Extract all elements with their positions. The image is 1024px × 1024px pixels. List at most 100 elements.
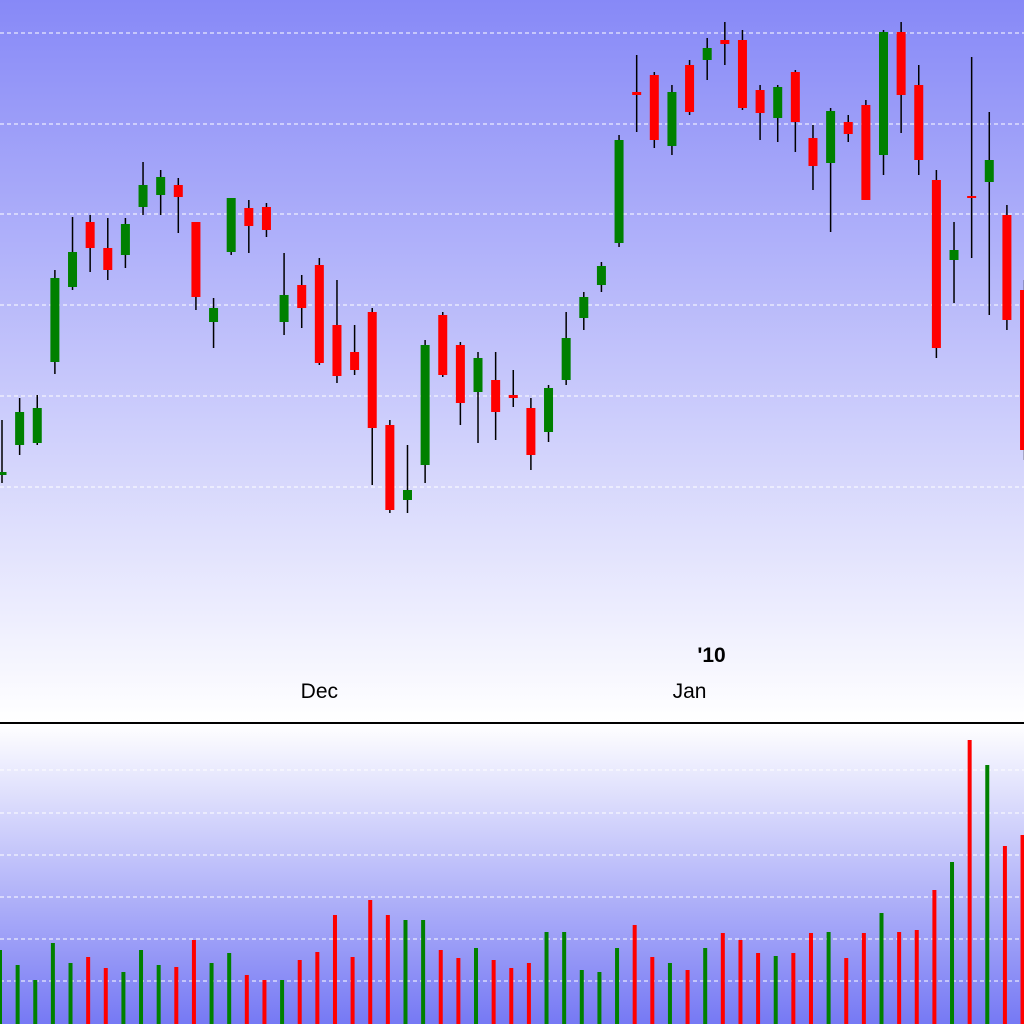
candle-body (85, 222, 95, 248)
candle-body (261, 207, 271, 230)
candle-body (984, 160, 994, 182)
candle-body (579, 297, 589, 318)
candle-body (632, 92, 642, 95)
volume-bar (791, 953, 796, 1024)
volume-bar (967, 740, 972, 1024)
volume-bar (421, 920, 426, 1024)
volume-bar (526, 963, 531, 1024)
candle-body (826, 111, 836, 163)
volume-bar (368, 900, 373, 1024)
volume-bar (139, 950, 144, 1024)
candle-body (949, 250, 959, 260)
candle-body (138, 185, 148, 207)
candle-body (702, 48, 712, 60)
candle-body (667, 92, 677, 146)
candle-body (367, 312, 377, 428)
volume-bar (156, 965, 161, 1024)
candle-body (526, 408, 536, 455)
x-tick-label: Dec (301, 680, 338, 703)
candle-body (614, 140, 624, 243)
volume-bar (121, 972, 126, 1024)
volume-bar (932, 890, 937, 1024)
volume-bar (280, 980, 285, 1024)
volume-bar (773, 956, 778, 1024)
volume-bar (332, 915, 337, 1024)
candle-body (385, 425, 395, 510)
volume-bar (297, 960, 302, 1024)
candle-body (420, 345, 430, 465)
volume-bar (879, 913, 884, 1024)
volume-bar (491, 960, 496, 1024)
candle-body (455, 345, 465, 403)
volume-bar (350, 957, 355, 1024)
candle-body (15, 412, 25, 445)
volume-bar (227, 953, 232, 1024)
volume-bar (0, 950, 2, 1024)
volume-bar (615, 948, 620, 1024)
candle-body (0, 472, 7, 475)
candle-body (68, 252, 78, 287)
candle-body (914, 85, 924, 160)
candle-body (332, 325, 342, 376)
volume-bar (738, 940, 743, 1024)
volume-bar (68, 963, 73, 1024)
candle-body (808, 138, 818, 166)
year-label: '10 (697, 644, 725, 667)
volume-bar (632, 925, 637, 1024)
volume-bar (720, 933, 725, 1024)
volume-bar (509, 968, 514, 1024)
volume-bar (950, 862, 955, 1024)
volume-bar (562, 932, 567, 1024)
candle-body (297, 285, 307, 308)
volume-bar (1020, 835, 1024, 1024)
candle-body (879, 32, 888, 155)
candle-body (350, 352, 360, 370)
volume-bar (826, 932, 831, 1024)
volume-bar (544, 932, 549, 1024)
candle-body (596, 266, 606, 285)
volume-bar (1002, 846, 1007, 1024)
candle-body (226, 198, 236, 252)
candle-body (314, 265, 324, 363)
volume-bar (438, 950, 443, 1024)
volume-bar (808, 933, 813, 1024)
candle-body (103, 248, 113, 270)
volume-bar (244, 975, 249, 1024)
x-tick-label: Jan (673, 680, 707, 703)
candle-body (931, 180, 941, 348)
volume-bar (703, 948, 708, 1024)
candle-body (544, 388, 554, 432)
volume-bar (103, 968, 108, 1024)
volume-bar (579, 970, 584, 1024)
candle-body (244, 208, 254, 226)
volume-bar (262, 980, 267, 1024)
volume-bar (985, 765, 990, 1024)
volume-bar (756, 953, 761, 1024)
candle-body (508, 395, 518, 398)
volume-bar (385, 915, 390, 1024)
price-panel (0, 0, 1024, 722)
candle-body (491, 380, 501, 412)
candle-body (279, 295, 289, 322)
candle-body (720, 40, 730, 44)
candle-body (402, 490, 412, 500)
candle-body (209, 308, 219, 322)
candle-body (191, 222, 201, 297)
candle-body (790, 72, 800, 122)
candle-body (861, 105, 871, 200)
candle-body (50, 278, 60, 362)
volume-bar (403, 920, 408, 1024)
volume-bar (86, 957, 91, 1024)
volume-bar (50, 943, 55, 1024)
volume-bar (667, 963, 672, 1024)
volume-bar (897, 932, 902, 1024)
candle-body (755, 90, 765, 113)
candle-body (120, 224, 130, 255)
candle-body (1020, 290, 1024, 450)
volume-bar (33, 980, 38, 1024)
volume-bar (456, 958, 461, 1024)
candle-body (685, 65, 695, 112)
candle-body (967, 196, 977, 198)
candle-body (773, 87, 783, 118)
